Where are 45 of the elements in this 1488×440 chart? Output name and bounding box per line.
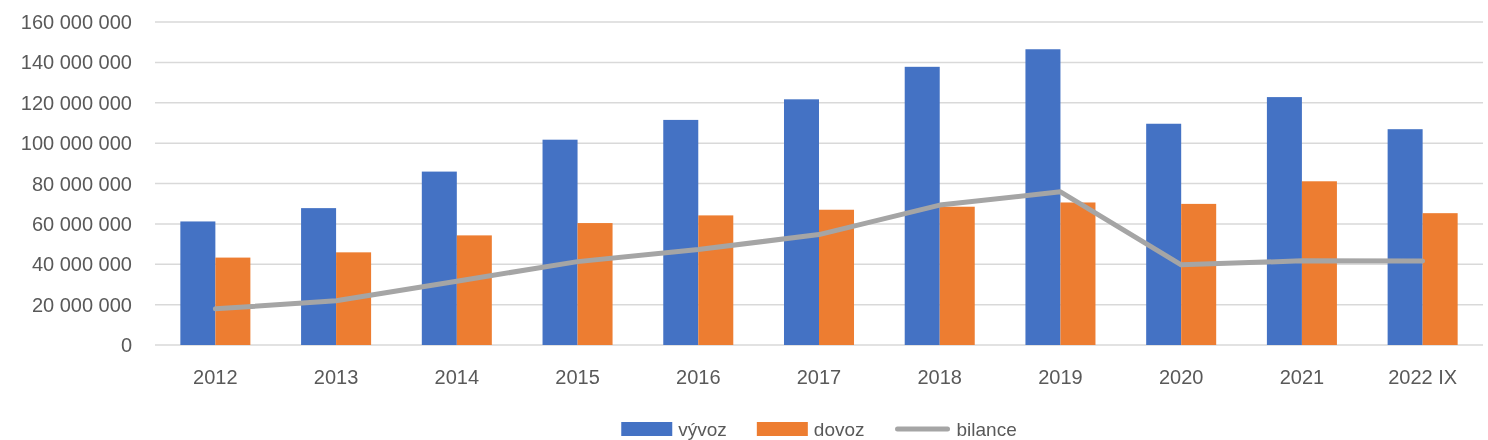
x-tick-label: 2018 [917,366,962,388]
x-tick-label: 2020 [1158,366,1204,388]
bar [698,215,734,345]
x-tick-label: 2019 [1038,366,1083,388]
bar [1387,129,1423,345]
legend-label: vývoz [678,418,727,440]
bar [1422,213,1458,345]
x-tick-label: 2012 [193,366,238,388]
bar [904,66,940,345]
bar [1060,202,1096,345]
y-tick-label: 120 000 000 [20,91,132,114]
y-tick-label: 40 000 000 [31,253,132,276]
x-tick-label: 2014 [434,366,480,388]
bar [215,257,251,345]
bar [1025,49,1061,345]
bar [421,171,457,345]
bar [301,208,337,345]
bar [577,223,613,345]
bar [336,252,372,345]
bar [663,119,699,345]
x-tick-label: 2021 [1279,366,1325,388]
y-tick-label: 80 000 000 [31,172,132,195]
bar [1301,181,1337,345]
bar [819,209,855,345]
bar [456,235,492,345]
y-tick-label: 160 000 000 [20,11,132,33]
y-tick-label: 140 000 000 [20,51,132,74]
x-tick-label: 2016 [676,366,721,388]
x-tick-label: 2013 [313,366,359,388]
y-tick-label: 20 000 000 [31,293,132,316]
x-tick-label: 2022 IX [1388,366,1458,388]
legend-label: dovoz [813,418,865,440]
x-tick-label: 2017 [796,366,842,388]
y-tick-label: 100 000 000 [20,132,132,155]
bar [542,139,578,345]
x-tick-label: 2015 [555,366,600,388]
bar [1266,97,1302,345]
legend-label: bilance [956,418,1017,440]
bar [180,221,216,345]
bar [783,99,819,345]
bar [1181,203,1217,345]
y-tick-label: 0 [120,334,132,356]
bar [939,206,975,345]
y-tick-label: 60 000 000 [31,212,132,235]
bar [1146,123,1182,345]
